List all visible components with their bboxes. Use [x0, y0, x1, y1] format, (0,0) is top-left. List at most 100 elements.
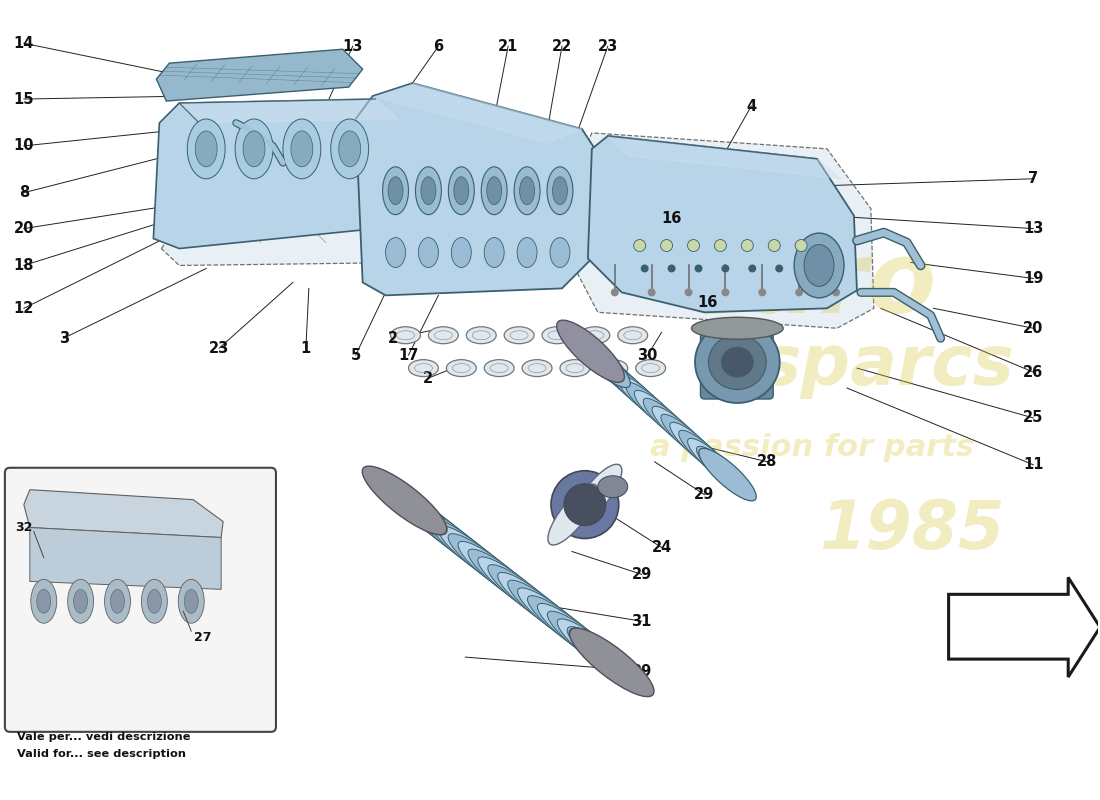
Ellipse shape	[386, 238, 406, 267]
Text: 2: 2	[387, 330, 397, 346]
Text: 13: 13	[1023, 221, 1044, 236]
Ellipse shape	[195, 131, 217, 167]
Ellipse shape	[688, 438, 739, 486]
Ellipse shape	[551, 470, 619, 538]
Polygon shape	[948, 578, 1100, 677]
Text: 3: 3	[58, 330, 69, 346]
Text: Valid for... see description: Valid for... see description	[16, 749, 186, 758]
Ellipse shape	[408, 502, 478, 559]
Text: 16: 16	[661, 211, 682, 226]
Text: 29: 29	[631, 567, 652, 582]
Circle shape	[758, 288, 767, 296]
Ellipse shape	[449, 167, 474, 214]
Ellipse shape	[368, 471, 447, 535]
Text: 26: 26	[1023, 365, 1044, 379]
Ellipse shape	[362, 466, 447, 534]
Ellipse shape	[696, 446, 748, 494]
Ellipse shape	[428, 518, 498, 575]
Polygon shape	[355, 83, 595, 295]
Text: 5: 5	[351, 348, 361, 362]
Ellipse shape	[178, 579, 205, 623]
Text: 9: 9	[713, 370, 723, 386]
Text: 18: 18	[13, 258, 34, 273]
Ellipse shape	[552, 177, 568, 205]
Ellipse shape	[542, 326, 572, 344]
Ellipse shape	[74, 590, 88, 614]
Ellipse shape	[421, 177, 436, 205]
FancyBboxPatch shape	[701, 330, 773, 399]
Ellipse shape	[416, 167, 441, 214]
Ellipse shape	[564, 484, 606, 526]
Ellipse shape	[454, 177, 469, 205]
Ellipse shape	[804, 245, 834, 286]
Polygon shape	[24, 490, 223, 538]
Polygon shape	[373, 83, 582, 143]
Ellipse shape	[451, 238, 471, 267]
Ellipse shape	[487, 565, 558, 622]
Circle shape	[748, 265, 757, 273]
Ellipse shape	[695, 322, 780, 403]
Ellipse shape	[504, 326, 535, 344]
Text: 25: 25	[1023, 410, 1044, 426]
Circle shape	[722, 265, 729, 273]
Ellipse shape	[486, 177, 502, 205]
Ellipse shape	[597, 360, 628, 377]
Text: 13: 13	[342, 38, 363, 54]
Text: 32: 32	[15, 521, 33, 534]
Ellipse shape	[142, 579, 167, 623]
Ellipse shape	[597, 476, 628, 498]
Circle shape	[714, 239, 726, 251]
Circle shape	[694, 265, 703, 273]
FancyBboxPatch shape	[4, 468, 276, 732]
Ellipse shape	[550, 238, 570, 267]
Text: 27: 27	[195, 630, 212, 644]
Text: 8: 8	[19, 186, 29, 200]
Ellipse shape	[243, 131, 265, 167]
Ellipse shape	[187, 119, 225, 178]
Ellipse shape	[283, 119, 321, 178]
Circle shape	[768, 239, 780, 251]
Ellipse shape	[104, 579, 131, 623]
Ellipse shape	[722, 347, 754, 377]
Ellipse shape	[448, 534, 518, 590]
Text: 2: 2	[424, 370, 433, 386]
Ellipse shape	[383, 167, 408, 214]
Ellipse shape	[418, 510, 488, 567]
Text: 14: 14	[13, 36, 34, 50]
Ellipse shape	[398, 495, 469, 551]
Ellipse shape	[408, 360, 439, 377]
Text: 20: 20	[1023, 321, 1044, 336]
Ellipse shape	[661, 414, 713, 462]
Ellipse shape	[185, 590, 198, 614]
Circle shape	[795, 288, 803, 296]
Text: 16: 16	[697, 295, 717, 310]
Text: a passion for parts: a passion for parts	[650, 434, 974, 462]
Text: 23: 23	[209, 341, 229, 356]
Ellipse shape	[590, 350, 641, 398]
Text: 31: 31	[631, 614, 652, 629]
Ellipse shape	[635, 390, 686, 438]
Ellipse shape	[390, 326, 420, 344]
Ellipse shape	[528, 596, 598, 652]
Circle shape	[795, 239, 807, 251]
Ellipse shape	[679, 430, 730, 478]
Ellipse shape	[581, 342, 632, 390]
Ellipse shape	[458, 542, 528, 598]
Ellipse shape	[573, 335, 630, 387]
Ellipse shape	[418, 238, 439, 267]
Ellipse shape	[428, 326, 459, 344]
Ellipse shape	[388, 177, 403, 205]
Circle shape	[741, 239, 754, 251]
Text: 22: 22	[552, 38, 572, 54]
Circle shape	[634, 239, 646, 251]
Text: 4: 4	[746, 98, 757, 114]
Ellipse shape	[580, 326, 609, 344]
Circle shape	[610, 288, 619, 296]
Text: euro: euro	[680, 237, 937, 334]
Ellipse shape	[557, 320, 625, 382]
Polygon shape	[30, 527, 221, 590]
Ellipse shape	[466, 326, 496, 344]
Text: sparcs: sparcs	[759, 332, 1014, 398]
Text: Vale per... vedi descrizione: Vale per... vedi descrizione	[16, 732, 190, 742]
Ellipse shape	[568, 626, 638, 683]
